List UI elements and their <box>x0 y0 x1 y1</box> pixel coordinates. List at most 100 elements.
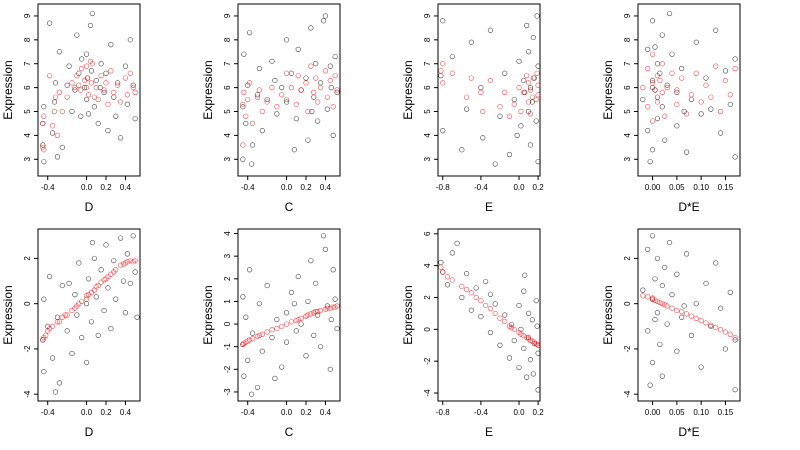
observed-point <box>328 85 334 91</box>
observed-point <box>666 10 673 17</box>
observed-point <box>693 39 699 45</box>
observed-point <box>51 99 58 105</box>
fitted-point <box>51 108 58 115</box>
observed-point <box>727 101 733 107</box>
y-tick-label: 0 <box>423 327 432 332</box>
y-tick-label: -1 <box>223 343 232 351</box>
fitted-point <box>535 82 541 88</box>
fitted-point <box>722 77 729 84</box>
fitted-point <box>243 113 249 119</box>
fitted-point <box>41 147 47 153</box>
observed-point <box>83 359 90 366</box>
fitted-point <box>438 68 444 74</box>
fitted-point <box>654 298 661 305</box>
fitted-point <box>254 94 261 100</box>
observed-point <box>722 68 729 74</box>
observed-point <box>130 82 136 88</box>
fitted-point <box>330 304 336 310</box>
observed-point <box>269 335 275 341</box>
observed-point <box>283 339 290 345</box>
fitted-point <box>117 99 124 105</box>
observed-point <box>657 341 663 348</box>
fitted-point <box>732 335 738 341</box>
observed-point <box>438 259 444 266</box>
fitted-point <box>529 94 535 100</box>
fitted-point <box>313 75 319 81</box>
observed-point <box>59 144 65 150</box>
observed-point <box>330 132 336 138</box>
observed-point <box>293 328 299 334</box>
fitted-point <box>518 331 524 337</box>
fitted-point <box>40 337 46 343</box>
plot-frame <box>637 228 741 402</box>
fitted-point <box>317 85 324 91</box>
fitted-point <box>298 87 304 93</box>
fitted-point <box>83 85 90 91</box>
fitted-point <box>47 73 53 79</box>
fitted-point <box>327 77 333 84</box>
fitted-point <box>521 333 527 339</box>
observed-point <box>334 325 340 332</box>
observed-point <box>248 391 255 397</box>
observed-point <box>649 233 656 239</box>
observed-point <box>652 276 658 282</box>
fitted-point <box>713 63 719 69</box>
observed-point <box>72 292 78 298</box>
observed-point <box>117 135 124 141</box>
fitted-point <box>259 108 265 115</box>
y-tick-label: 0 <box>23 301 32 306</box>
scatter-panel-2: -0.4 0.0 0.2 0.4 3 4 5 6 7 8 9 C Expression <box>200 0 400 225</box>
observed-point <box>122 63 129 69</box>
x-axis-label: C <box>285 425 294 439</box>
observed-point <box>647 159 653 165</box>
y-tick-label: 3 <box>623 157 632 162</box>
fitted-point <box>530 75 536 81</box>
fitted-point <box>679 75 685 81</box>
fitted-point <box>132 258 138 264</box>
observed-point <box>127 280 133 286</box>
fitted-point <box>468 75 474 81</box>
observed-point <box>524 374 530 380</box>
fitted-point <box>693 70 699 76</box>
observed-point <box>522 272 528 278</box>
fitted-point <box>295 316 301 323</box>
observed-point <box>243 120 249 127</box>
observed-point <box>518 123 524 129</box>
x-tick-label: 0.00 <box>645 183 661 192</box>
fitted-point <box>240 142 246 148</box>
observed-point <box>264 96 270 103</box>
observed-point <box>722 346 729 352</box>
observed-point <box>113 113 119 119</box>
observed-point <box>111 94 117 100</box>
observed-point <box>41 368 47 375</box>
y-tick-label: 4 <box>623 133 632 138</box>
fitted-point <box>649 118 656 124</box>
y-axis-label: Expression <box>1 60 15 119</box>
observed-point <box>497 113 503 119</box>
fitted-point <box>654 73 661 79</box>
observed-point <box>659 32 665 38</box>
y-tick-label: 5 <box>423 109 432 114</box>
observed-point <box>320 233 327 239</box>
y-tick-label: 4 <box>423 263 432 268</box>
observed-point <box>254 92 261 98</box>
observed-point <box>480 135 486 141</box>
observed-point <box>272 77 278 84</box>
observed-point <box>698 364 704 370</box>
observed-point <box>662 264 668 271</box>
y-tick-label: 2 <box>623 256 632 261</box>
fitted-point <box>698 99 704 105</box>
observed-point <box>74 32 80 38</box>
observed-point <box>88 319 95 325</box>
fitted-point <box>664 85 670 91</box>
observed-point <box>679 65 685 72</box>
fitted-point <box>327 305 333 311</box>
observed-point <box>101 89 107 95</box>
fitted-point <box>95 96 101 103</box>
observed-point <box>688 332 695 338</box>
observed-point <box>662 137 668 143</box>
fitted-point <box>645 294 651 300</box>
plot-frame <box>237 3 341 177</box>
fitted-point <box>256 87 262 93</box>
fitted-point <box>247 337 253 343</box>
